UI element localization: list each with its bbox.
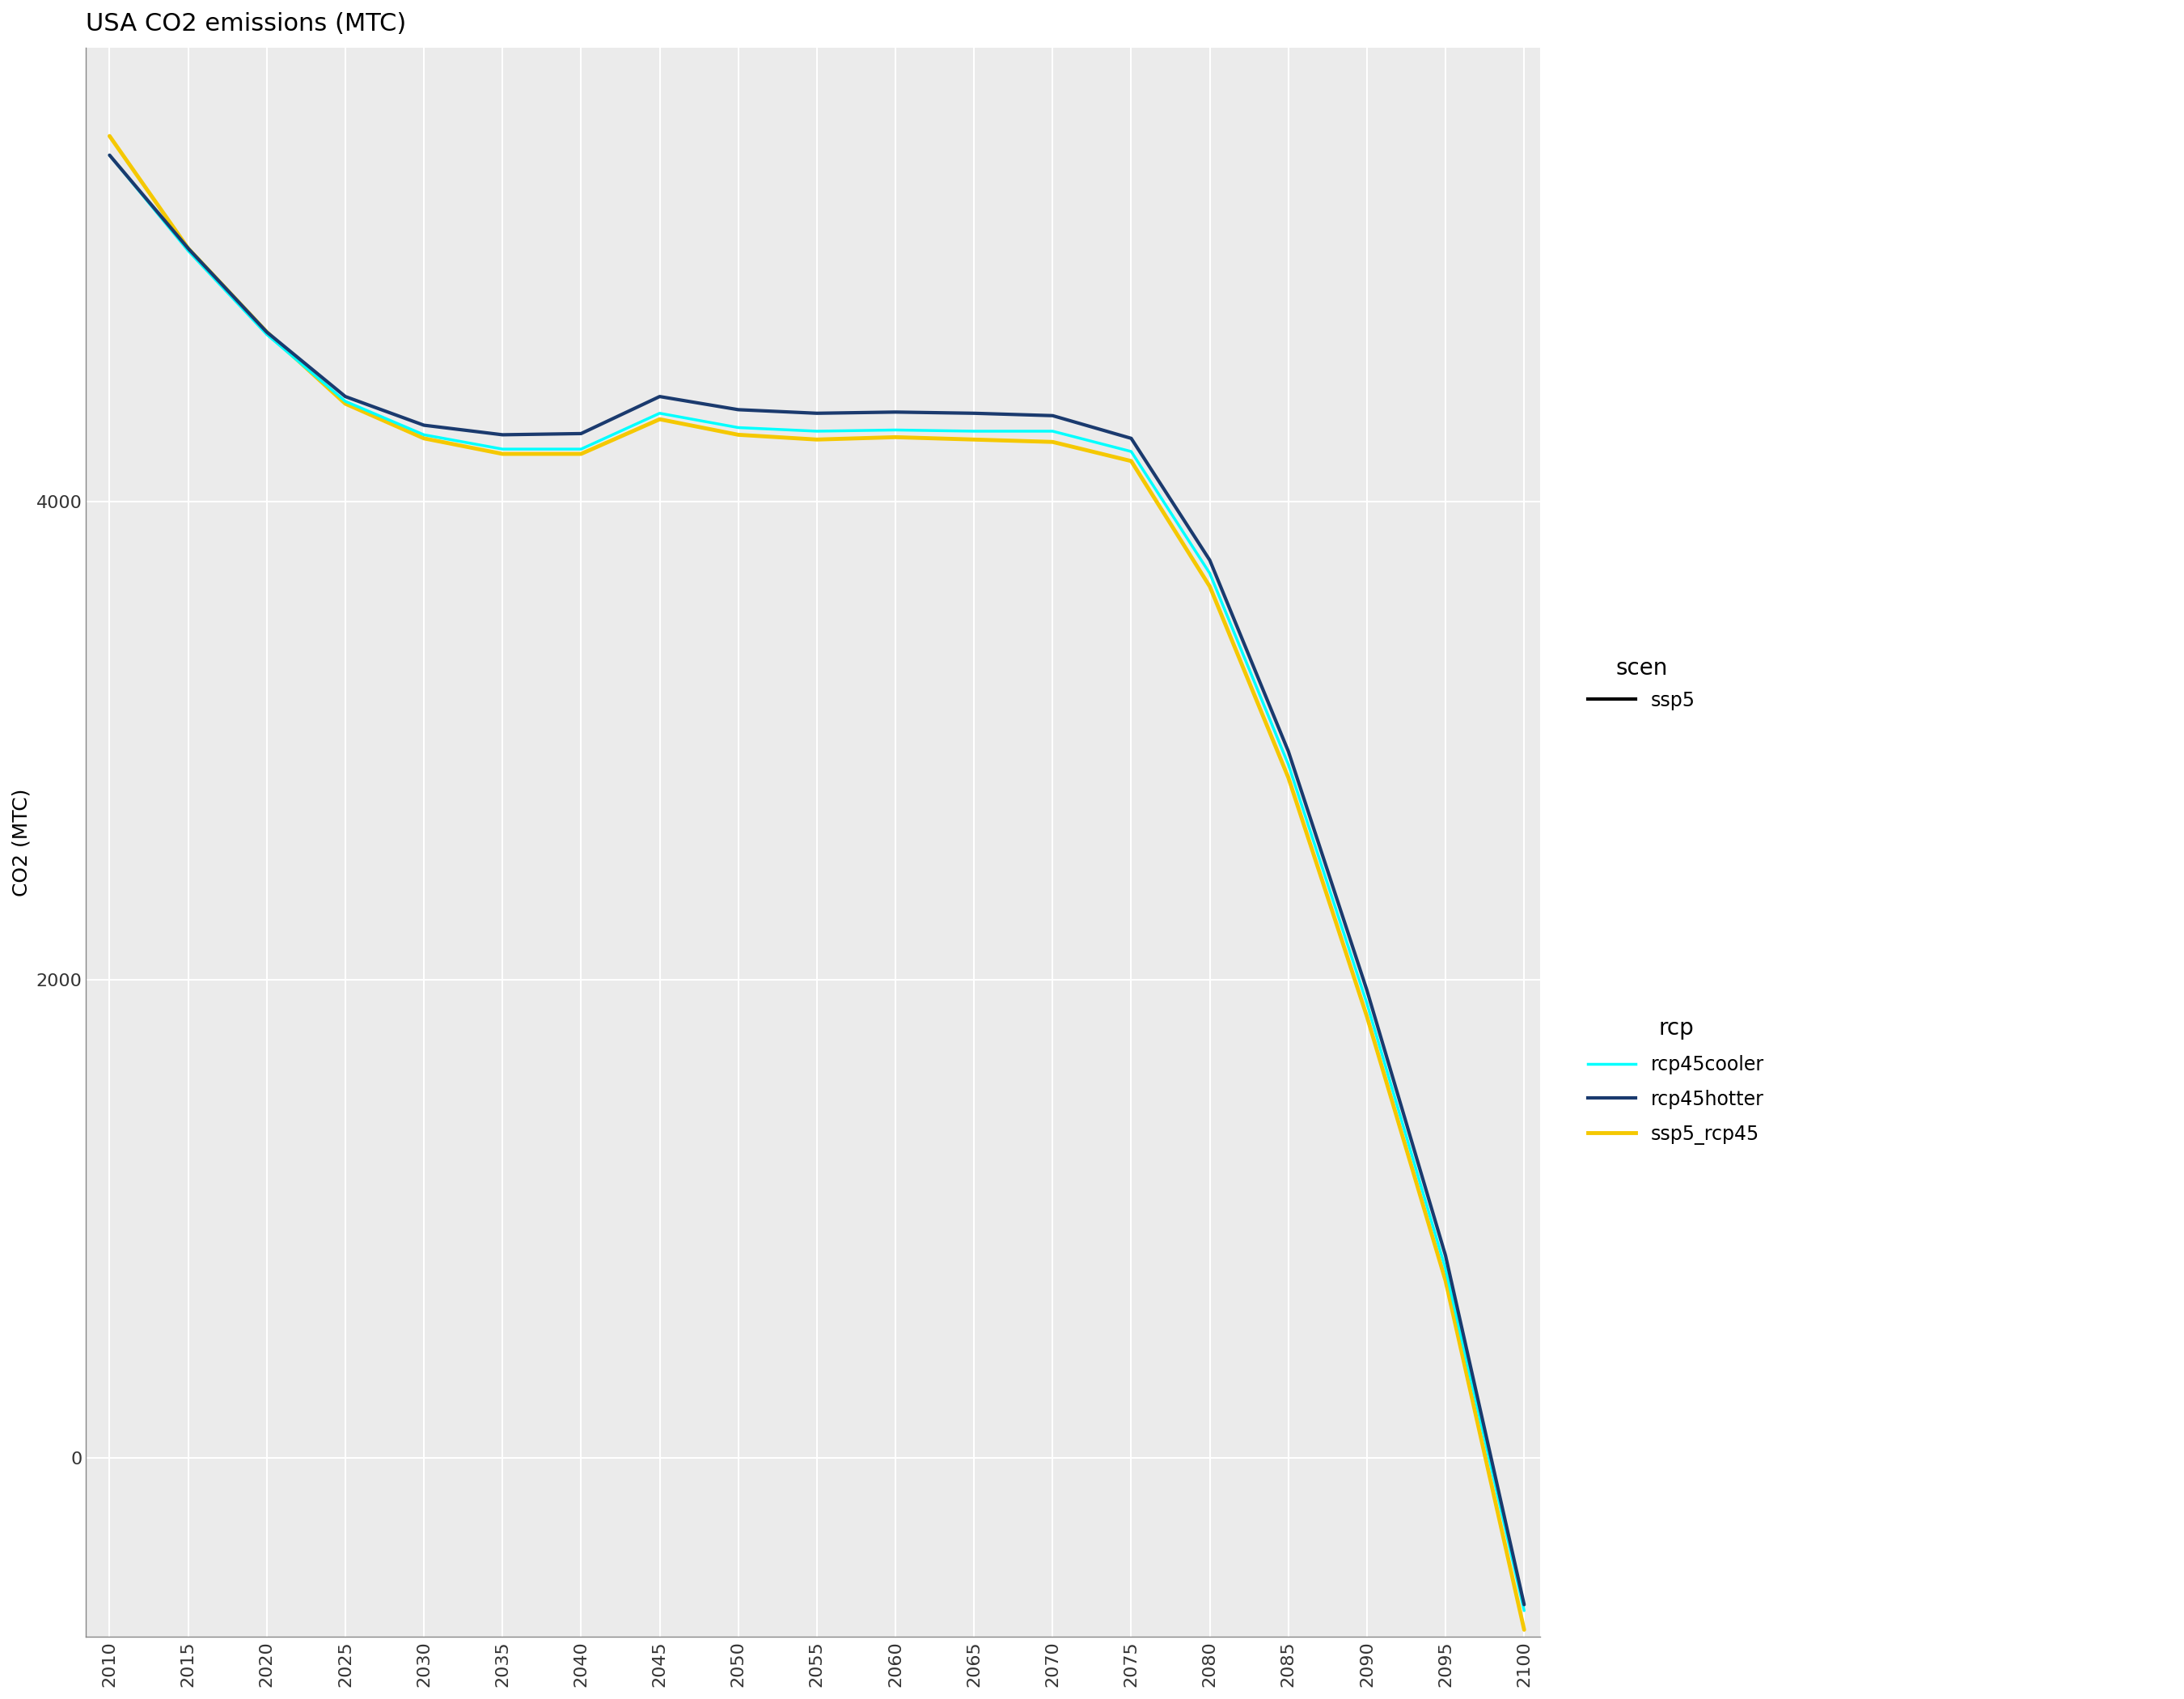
Y-axis label: CO2 (MTC): CO2 (MTC) — [13, 788, 31, 895]
Text: USA CO2 emissions (MTC): USA CO2 emissions (MTC) — [85, 12, 406, 36]
Legend: rcp45cooler, rcp45hotter, ssp5_rcp45: rcp45cooler, rcp45hotter, ssp5_rcp45 — [1579, 1008, 1773, 1154]
